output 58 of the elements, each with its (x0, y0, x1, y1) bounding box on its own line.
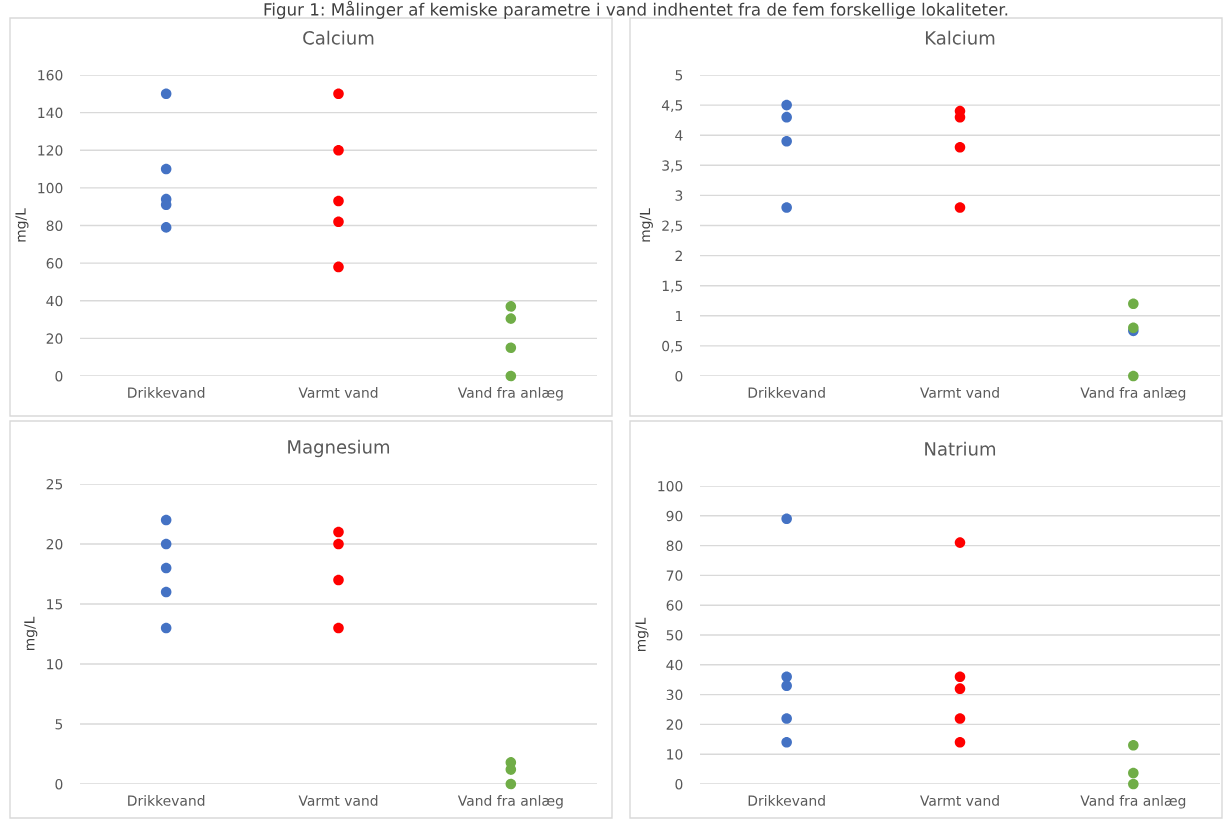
y-tick-label: 15 (47, 599, 63, 610)
y-tick-label: 140 (38, 107, 63, 119)
x-tick-label: Vand fra anlæg (457, 387, 563, 401)
x-tick-label: Vand fra anlæg (1080, 387, 1186, 401)
y-tick-label: 20 (666, 719, 683, 730)
y-tick-label: 2,5 (662, 220, 683, 233)
y-tick-label: 120 (38, 145, 63, 156)
y-tick-label: 40 (666, 659, 683, 671)
y-axis-title: mg/L (639, 208, 653, 242)
y-tick-label: 1,5 (662, 280, 683, 293)
y-tick-label: 160 (38, 69, 63, 81)
x-tick-label: Varmt vand (920, 795, 999, 806)
y-tick-label: 100 (38, 182, 63, 194)
y-tick-label: 70 (666, 570, 683, 581)
x-tick-label: Vand fra anlæg (1080, 795, 1186, 809)
chart-title: Kalcium (925, 30, 995, 45)
x-tick-label: Varmt vand (298, 387, 378, 398)
y-tick-label: 60 (666, 600, 683, 611)
y-tick-label: 25 (46, 478, 63, 490)
y-tick-label: 40 (46, 295, 63, 307)
y-tick-label: 80 (46, 220, 63, 231)
y-tick-label: 3,5 (662, 160, 683, 173)
x-tick-label: Drikkevand (128, 795, 205, 806)
y-tick-label: 30 (666, 689, 683, 701)
y-tick-label: 90 (666, 510, 683, 522)
y-axis-title: mg/L (635, 617, 649, 652)
y-axis-title: mg/L (15, 208, 29, 242)
y-tick-label: 3 (675, 190, 683, 201)
y-tick-label: 0 (675, 370, 683, 382)
y-tick-label: 10 (667, 749, 683, 760)
chart-title: Natrium (925, 441, 996, 456)
y-tick-label: 60 (46, 258, 63, 269)
y-tick-label: 4 (675, 130, 683, 141)
y-tick-label: 4,5 (661, 100, 683, 112)
y-tick-label: 5 (675, 70, 683, 81)
y-tick-label: 2 (675, 250, 682, 261)
y-tick-label: 100 (658, 480, 683, 492)
y-tick-label: 80 (666, 540, 683, 552)
y-tick-label: 5 (55, 719, 63, 730)
y-tick-label: 0 (55, 778, 63, 790)
x-tick-label: Drikkevand (748, 387, 825, 398)
y-axis-title: mg/L (24, 616, 38, 651)
x-tick-label: Drikkevand (748, 795, 825, 806)
x-tick-label: Varmt vand (920, 387, 999, 398)
x-tick-label: Drikkevand (128, 387, 205, 398)
x-tick-label: Vand fra anlæg (457, 795, 563, 809)
y-tick-label: 20 (46, 333, 63, 344)
y-tick-label: 0 (675, 778, 683, 790)
chart-title: Calcium (303, 30, 374, 45)
y-tick-label: 1 (676, 310, 683, 322)
y-tick-label: 10 (47, 658, 63, 670)
y-tick-label: 20 (46, 538, 63, 550)
y-tick-label: 0,5 (662, 340, 683, 353)
text: Figur 1: Målinger af kemiske parametre i vand indhentet fra de fem forskellige lokaliteter. (264, 0, 1008, 19)
x-tick-label: Varmt vand (298, 795, 378, 806)
chart-title: Magnesium (288, 439, 390, 458)
y-tick-label: 50 (666, 629, 683, 641)
y-tick-label: 0 (55, 370, 63, 382)
